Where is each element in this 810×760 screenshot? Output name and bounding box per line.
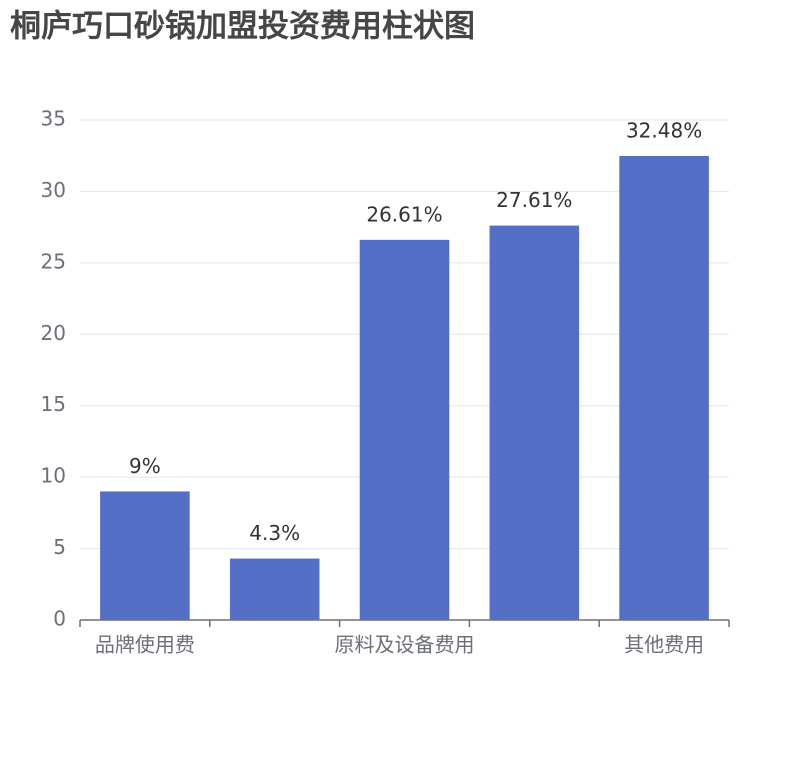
x-tick-label: 其他费用 [624, 633, 704, 657]
chart-title: 桐庐巧口砂锅加盟投资费用柱状图 [10, 9, 475, 45]
bar [619, 156, 709, 620]
bar [229, 558, 320, 620]
y-tick-label: 20 [41, 321, 66, 345]
x-tick-label: 原料及设备费用 [335, 633, 475, 657]
value-label: 32.48% [626, 119, 702, 143]
y-tick-label: 15 [41, 392, 66, 416]
value-label: 27.61% [496, 188, 572, 212]
bar [489, 225, 580, 621]
y-tick-label: 30 [41, 178, 66, 202]
y-tick-label: 5 [53, 535, 66, 559]
x-tick-label: 品牌使用费 [95, 633, 195, 657]
y-tick-label: 25 [41, 249, 66, 273]
value-label: 9% [129, 454, 161, 478]
y-tick-label: 35 [41, 107, 66, 131]
y-tick-label: 0 [53, 607, 66, 631]
value-label: 4.3% [249, 521, 300, 545]
value-label: 26.61% [366, 202, 442, 226]
bar [100, 491, 190, 620]
bar [359, 239, 450, 620]
y-tick-label: 10 [41, 464, 66, 488]
